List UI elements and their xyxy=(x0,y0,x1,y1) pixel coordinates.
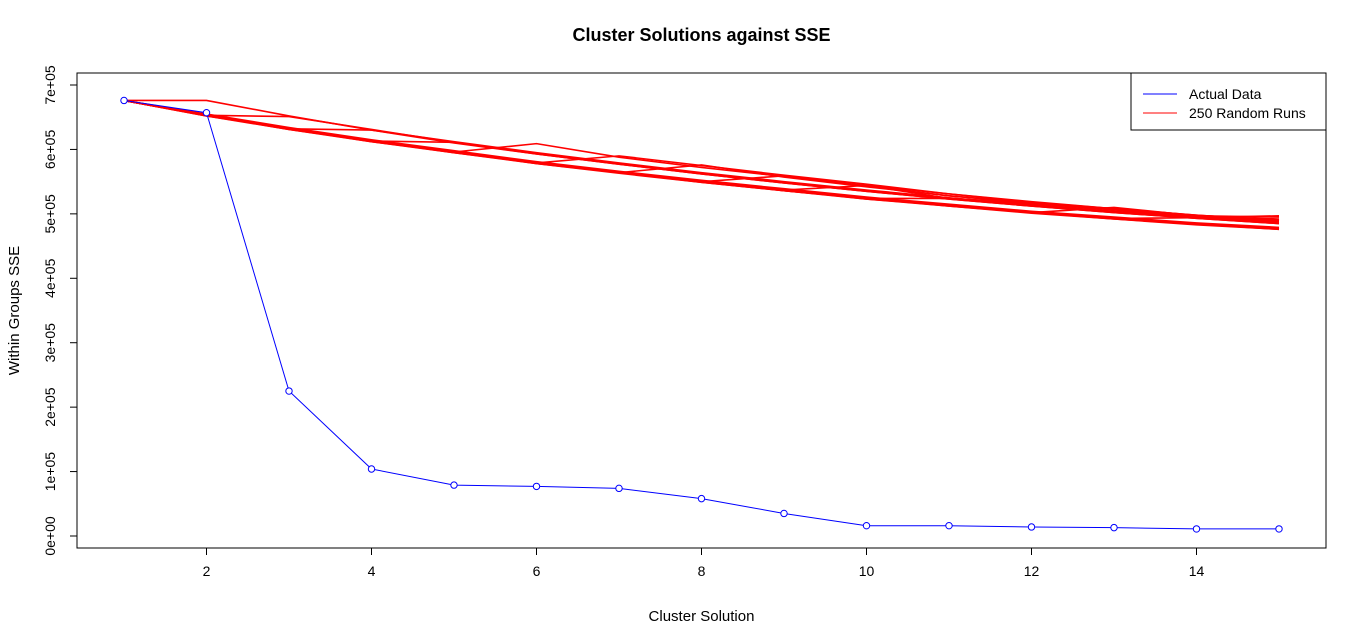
random-run-line xyxy=(123,99,1280,220)
y-tick-label: 2e+05 xyxy=(42,387,58,427)
actual-data-point xyxy=(285,387,293,395)
x-axis-label: Cluster Solution xyxy=(649,608,755,625)
actual-data-point xyxy=(532,482,541,491)
actual-data-point xyxy=(450,481,458,489)
chart-title: Cluster Solutions against SSE xyxy=(572,25,830,45)
actual-data-point xyxy=(1275,525,1283,533)
y-tick-label: 6e+05 xyxy=(42,130,58,170)
y-tick-label: 5e+05 xyxy=(42,194,58,234)
y-axis-label: Within Groups SSE xyxy=(6,246,23,375)
y-tick-label: 3e+05 xyxy=(42,323,58,363)
actual-data-point xyxy=(1110,523,1118,532)
actual-data-point xyxy=(1027,523,1036,531)
actual-data-point xyxy=(1192,525,1201,533)
plot-series-group xyxy=(120,96,1283,533)
y-tick-label: 4e+05 xyxy=(42,258,58,298)
x-tick-label: 6 xyxy=(533,563,541,579)
x-tick-label: 2 xyxy=(203,563,211,579)
actual-data-point xyxy=(615,484,623,493)
y-axis: 0e+00 1e+05 2e+05 3e+05 4e+05 5e+05 6e+05 7e+05 xyxy=(42,65,77,556)
actual-data-point xyxy=(945,521,953,530)
random-run-line xyxy=(123,99,1280,224)
actual-data-point xyxy=(120,96,128,105)
x-tick-label: 14 xyxy=(1189,563,1205,579)
random-run-line xyxy=(123,99,1280,225)
legend-label-random-runs: 250 Random Runs xyxy=(1189,105,1306,121)
random-run-line xyxy=(123,99,1280,225)
legend-label-actual-data: Actual Data xyxy=(1189,86,1262,102)
legend: Actual Data 250 Random Runs xyxy=(1130,72,1327,131)
x-axis: 2 4 6 8 10 12 14 xyxy=(203,548,1205,579)
actual-data-point xyxy=(202,109,211,117)
x-tick-label: 12 xyxy=(1024,563,1040,579)
actual-data-point xyxy=(367,465,376,473)
x-tick-label: 4 xyxy=(368,563,376,579)
y-tick-label: 1e+05 xyxy=(42,452,58,492)
x-tick-label: 8 xyxy=(698,563,706,579)
actual-data-point xyxy=(862,521,871,530)
y-tick-label: 7e+05 xyxy=(42,65,58,105)
actual-data-point xyxy=(780,509,788,518)
plot-frame xyxy=(76,72,1327,549)
legend-box xyxy=(1130,72,1327,131)
y-tick-label: 0e+00 xyxy=(42,516,58,556)
x-tick-label: 10 xyxy=(859,563,875,579)
actual-data-point xyxy=(697,494,706,503)
